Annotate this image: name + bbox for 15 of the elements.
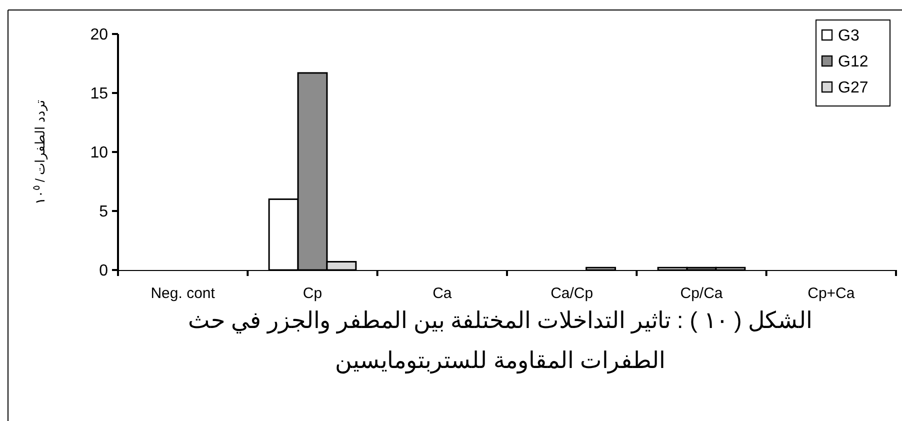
text: الشكل ( ١٠ ) : تاثير التداخلات المختلفة بين المطفر والجزر في حث الطفرات المقاومة للستربتومايسين [188,307,812,373]
y-tick-label: 0 [99,262,108,280]
y-tick-label: 15 [90,86,108,103]
x-tick-label: Cp [302,285,322,302]
x-tick-label: Cp/Ca [680,285,724,302]
y-tick-label: 20 [90,26,108,44]
x-tick-label: Ca [432,285,452,302]
legend-label: G3 [838,28,860,45]
y-tick-label: 10 [90,144,108,162]
legend-label: G12 [838,54,868,71]
x-tick-label: Cp+Ca [808,285,856,302]
y-tick-label: 5 [99,204,108,221]
x-tick-label: Ca/Cp [550,285,594,302]
legend-label: G27 [838,80,868,97]
x-tick-label: Neg. cont [150,285,216,302]
